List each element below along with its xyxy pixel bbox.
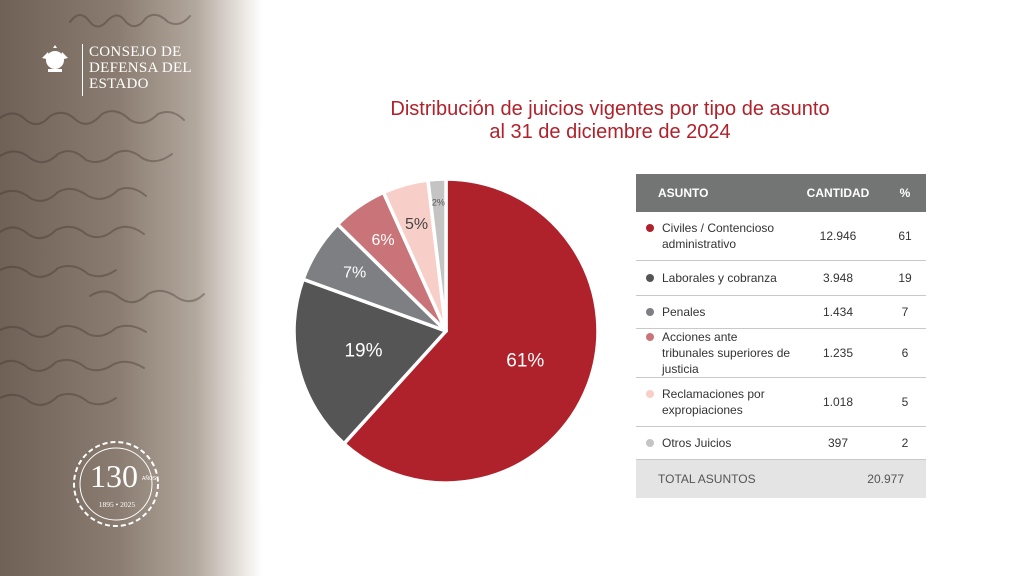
- anniversary-number: 130: [90, 458, 138, 494]
- row-asunto: Civiles / Contencioso administrativo: [636, 220, 792, 252]
- pie-slice: [426, 177, 448, 333]
- legend-dot-icon: [646, 274, 654, 282]
- row-cantidad: 12.946: [819, 229, 857, 243]
- row-cantidad: 1.434: [822, 305, 854, 319]
- laurel-wreath-icon: [73, 441, 159, 527]
- institution-name: CONSEJO DE DEFENSA DEL ESTADO: [89, 44, 192, 92]
- header-asunto: ASUNTO: [658, 186, 709, 200]
- institution-logo: CONSEJO DE DEFENSA DEL ESTADO: [36, 44, 192, 96]
- row-label: Civiles / Contencioso administrativo: [662, 221, 775, 251]
- header-pct: %: [899, 186, 911, 200]
- row-pct: 7: [901, 305, 909, 319]
- table-row: Penales 1.434 7: [636, 296, 926, 329]
- row-label: Reclamaciones por expropiaciones: [662, 387, 765, 417]
- row-label: Acciones ante tribunales superiores de j…: [662, 330, 791, 376]
- institution-name-line2: DEFENSA DEL: [89, 60, 192, 76]
- row-cantidad: 397: [827, 436, 849, 450]
- table-row: Laborales y cobranza 3.948 19: [636, 261, 926, 296]
- legend-dot-icon: [646, 439, 654, 447]
- sidebar-panel: CONSEJO DE DEFENSA DEL ESTADO 130 AÑOS 1…: [0, 0, 262, 576]
- legend-dot-icon: [646, 224, 654, 232]
- pie-slice-label: 7%: [343, 265, 366, 282]
- pie-slice: [342, 177, 600, 485]
- chart-title: Distribución de juicios vigentes por tip…: [380, 98, 840, 144]
- table-row: Civiles / Contencioso administrativo 12.9…: [636, 212, 926, 261]
- pie-slice-label: 5%: [405, 216, 428, 233]
- row-pct: 2: [901, 436, 909, 450]
- logo-divider: [82, 44, 83, 96]
- row-pct: 19: [898, 271, 912, 285]
- handwriting-background: [0, 13, 205, 406]
- pie-slice-label: 6%: [372, 232, 395, 249]
- table-total-row: TOTAL ASUNTOS 20.977: [636, 460, 926, 498]
- legend-dot-icon: [646, 390, 654, 398]
- row-cantidad: 3.948: [822, 271, 854, 285]
- legend-dot-icon: [646, 333, 654, 341]
- anniversary-years: 1895 • 2025: [98, 500, 136, 509]
- institution-name-line3: ESTADO: [89, 76, 149, 92]
- row-pct: 5: [901, 395, 909, 409]
- row-pct: 6: [901, 346, 909, 360]
- header-cantidad: CANTIDAD: [806, 186, 870, 200]
- row-label: Penales: [662, 305, 706, 319]
- institution-name-line1: CONSEJO DE: [89, 44, 182, 60]
- row-cantidad: 1.235: [822, 346, 854, 360]
- total-label: TOTAL ASUNTOS: [658, 472, 756, 486]
- table-row: Otros Juicios 397 2: [636, 427, 926, 460]
- row-asunto: Acciones ante tribunales superiores de j…: [636, 329, 792, 377]
- row-pct: 61: [898, 229, 912, 243]
- pie-slice-label: 19%: [344, 341, 382, 362]
- total-value: 20.977: [867, 472, 904, 486]
- chart-title-line2: al 31 de diciembre de 2024: [489, 121, 731, 143]
- anniversary-badge: 130 AÑOS 1895 • 2025: [68, 436, 164, 532]
- data-table: ASUNTO CANTIDAD % Civiles / Contencioso …: [636, 174, 926, 498]
- coat-of-arms-icon: [42, 45, 68, 72]
- pie-slice-label: 2%: [432, 198, 445, 208]
- row-asunto: Reclamaciones por expropiaciones: [636, 386, 792, 418]
- legend-dot-icon: [646, 308, 654, 316]
- pie-slice-label: 61%: [506, 351, 544, 372]
- row-asunto: Laborales y cobranza: [636, 270, 792, 286]
- table-row: Reclamaciones por expropiaciones 1.018 5: [636, 378, 926, 427]
- table-row: Acciones ante tribunales superiores de j…: [636, 329, 926, 378]
- row-asunto: Penales: [636, 304, 792, 320]
- table-header: ASUNTO CANTIDAD %: [636, 174, 926, 212]
- chart-title-line1: Distribución de juicios vigentes por tip…: [390, 98, 830, 120]
- anniversary-sup: AÑOS: [142, 476, 157, 482]
- pie-chart: 61% 19% 7% 6% 5% 2%: [292, 177, 600, 485]
- row-label: Otros Juicios: [662, 436, 732, 450]
- row-cantidad: 1.018: [822, 395, 854, 409]
- row-asunto: Otros Juicios: [636, 435, 792, 451]
- pie-slice: [292, 277, 448, 446]
- row-label: Laborales y cobranza: [662, 271, 777, 285]
